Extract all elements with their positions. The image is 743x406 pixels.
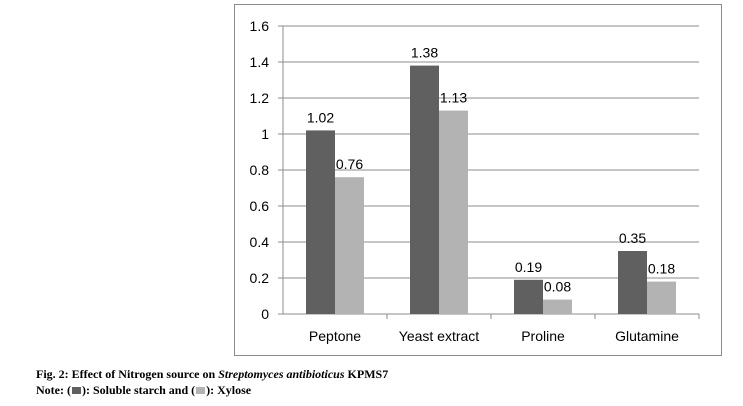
bar bbox=[306, 130, 335, 314]
caption-note-middle: ): Soluble starch and ( bbox=[81, 383, 196, 397]
y-tick-label: 0.6 bbox=[250, 198, 270, 214]
bar-chart: 0 0.2 0.4 0.6 0.8 1 1.2 1.4 1.6 1.02 0.76 Peptone 1.… bbox=[250, 18, 700, 344]
bar bbox=[439, 110, 468, 314]
caption-title-species: Streptomyces antibioticus bbox=[218, 367, 345, 381]
data-label: 0.35 bbox=[619, 230, 646, 246]
y-tick-label: 1 bbox=[261, 126, 269, 142]
data-label: 1.13 bbox=[440, 90, 467, 106]
caption-note: Note: ( ): Soluble starch and ( ): Xylose bbox=[36, 382, 388, 398]
data-label: 0.18 bbox=[648, 261, 675, 277]
data-label: 0.08 bbox=[544, 279, 571, 295]
data-label: 1.02 bbox=[307, 109, 334, 125]
category-label: Glutamine bbox=[615, 328, 679, 344]
y-tick-label: 0.2 bbox=[250, 270, 270, 286]
category-label: Peptone bbox=[309, 328, 361, 344]
bar bbox=[647, 281, 676, 314]
caption-title-suffix: KPMS7 bbox=[344, 367, 389, 381]
soluble-starch-swatch bbox=[71, 387, 81, 394]
y-tick-label: 0.8 bbox=[250, 162, 270, 178]
y-tick-label: 1.6 bbox=[250, 18, 270, 34]
bar bbox=[335, 177, 364, 314]
caption-title-prefix: Fig. 2: Effect of Nitrogen source on bbox=[36, 367, 219, 381]
chart-frame: 0 0.2 0.4 0.6 0.8 1 1.2 1.4 1.6 1.02 0.76 Peptone 1.… bbox=[234, 4, 722, 356]
xylose-swatch bbox=[196, 387, 206, 394]
y-tick-label: 0.4 bbox=[250, 234, 270, 250]
bar bbox=[543, 299, 572, 314]
caption-note-end: ): Xylose bbox=[206, 383, 252, 397]
category-label: Proline bbox=[521, 328, 565, 344]
y-tick-label: 1.2 bbox=[250, 90, 270, 106]
data-label: 0.19 bbox=[515, 259, 542, 275]
bar bbox=[410, 65, 439, 314]
category-label: Yeast extract bbox=[399, 328, 480, 344]
bar bbox=[514, 279, 543, 314]
caption-title: Fig. 2: Effect of Nitrogen source on Str… bbox=[36, 366, 388, 382]
caption-note-prefix: Note: ( bbox=[36, 383, 71, 397]
figure-caption: Fig. 2: Effect of Nitrogen source on Str… bbox=[36, 366, 388, 398]
bar bbox=[618, 251, 647, 314]
data-label: 0.76 bbox=[336, 156, 363, 172]
y-tick-label: 1.4 bbox=[250, 54, 270, 70]
data-label: 1.38 bbox=[411, 45, 438, 61]
y-tick-label: 0 bbox=[261, 306, 269, 322]
